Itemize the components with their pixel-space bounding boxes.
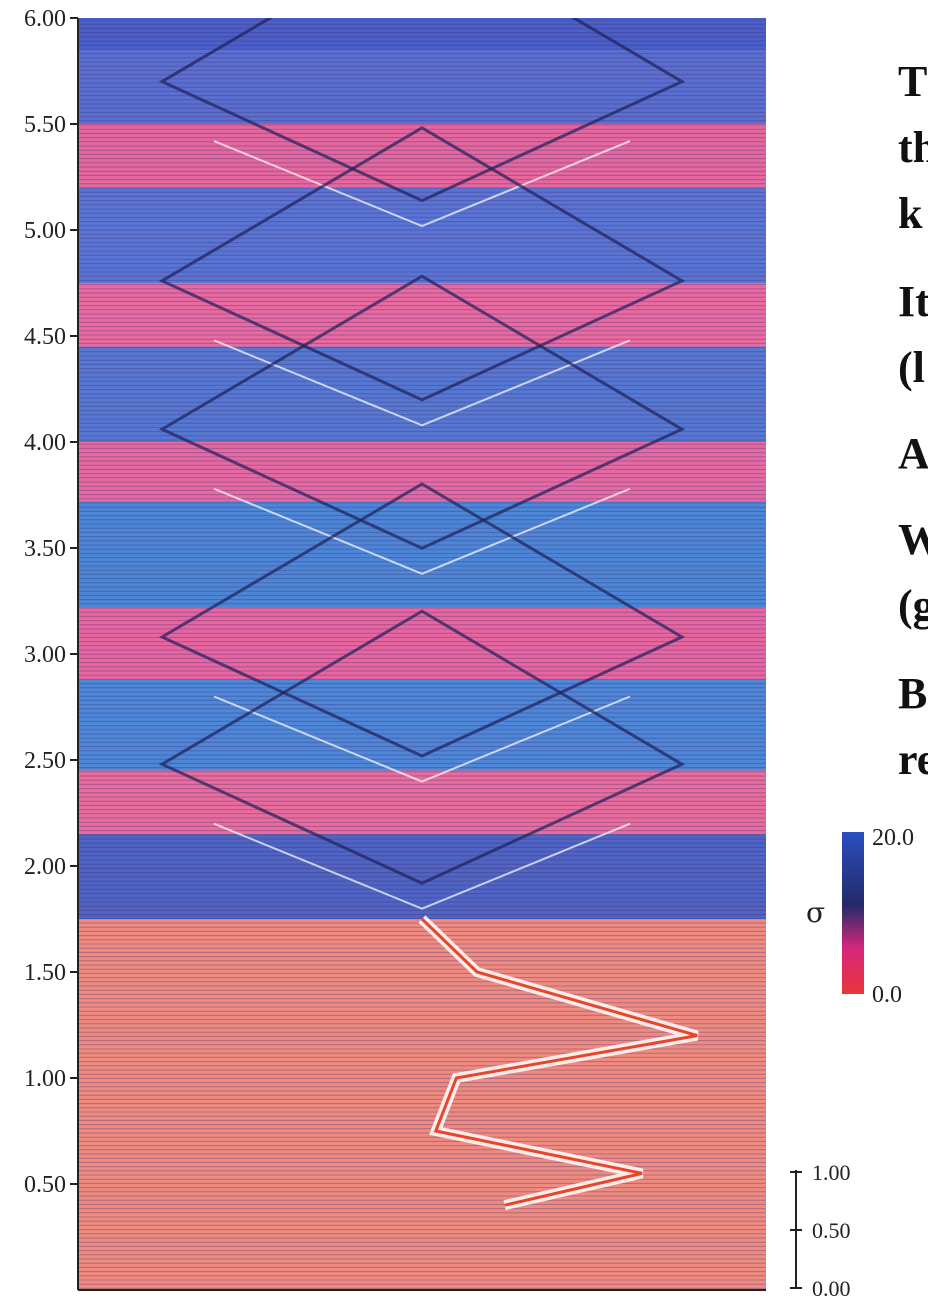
trace-line-set (78, 19, 766, 1289)
side-text-line: W (898, 515, 928, 564)
y-tick-label: 1.50 (24, 960, 66, 986)
colorbar: 20.0 0.0 σ (806, 825, 914, 1008)
color-bands (78, 18, 766, 1290)
amplitude-tick-label: 1.00 (812, 1160, 851, 1185)
crossing-diamond (158, 482, 686, 758)
crossing-diamond (158, 274, 686, 550)
peak-path (418, 915, 699, 1211)
plot-area (78, 18, 766, 1290)
y-tick-label: 6.00 (24, 6, 66, 32)
side-text-line: k (898, 189, 923, 238)
color-band (78, 187, 766, 283)
crossing-diamond (158, 609, 686, 885)
amplitude-tick-label: 0.50 (812, 1218, 851, 1243)
side-text-line: (g (898, 581, 928, 630)
y-tick-label: 0.50 (24, 1172, 66, 1198)
colorbar-label: σ (806, 896, 825, 929)
y-axis: 6.00 5.50 5.00 4.50 4.00 3.50 3.00 2.50 2.00 1.50… (24, 6, 766, 1291)
y-tick-label: 2.50 (24, 748, 66, 774)
side-text-line: (l (898, 343, 925, 392)
color-band (78, 919, 766, 1290)
colorbar-max-label: 20.0 (872, 825, 914, 851)
color-band (78, 607, 766, 680)
peak-ridge-edge (420, 917, 698, 1207)
side-text-line: A (898, 429, 928, 478)
amplitude-scale: 1.00 0.50 0.00 (790, 1160, 851, 1301)
side-text-line: T (898, 57, 928, 106)
side-text-line: B (898, 669, 928, 718)
color-band (78, 834, 766, 919)
crossing-highlight (213, 487, 631, 575)
crossing-highlight (213, 339, 631, 427)
crossing-pattern (158, 18, 686, 910)
side-text-line: It (898, 277, 928, 326)
amplitude-tick-label: 0.00 (812, 1276, 851, 1301)
y-tick-label: 4.00 (24, 430, 66, 456)
colorbar-gradient (842, 832, 864, 994)
trace-lines (78, 19, 766, 1289)
crossing-diamond (158, 18, 686, 203)
side-text-line: re (898, 735, 928, 784)
crossing-highlight (213, 140, 631, 228)
colorbar-min-label: 0.0 (872, 982, 902, 1008)
crossing-diamond (158, 126, 686, 402)
color-band (78, 18, 766, 50)
y-tick-label: 3.50 (24, 536, 66, 562)
y-tick-label: 2.00 (24, 854, 66, 880)
color-band (78, 501, 766, 608)
crossing-highlight (213, 822, 631, 910)
crossing-highlight (213, 695, 631, 783)
color-band (78, 124, 766, 188)
y-tick-label: 1.00 (24, 1066, 66, 1092)
y-tick-label: 5.50 (24, 112, 66, 138)
y-tick-label: 4.50 (24, 324, 66, 350)
side-text-line: th (898, 123, 928, 172)
y-tick-label: 3.00 (24, 642, 66, 668)
y-tick-label: 5.00 (24, 218, 66, 244)
color-band (78, 442, 766, 502)
